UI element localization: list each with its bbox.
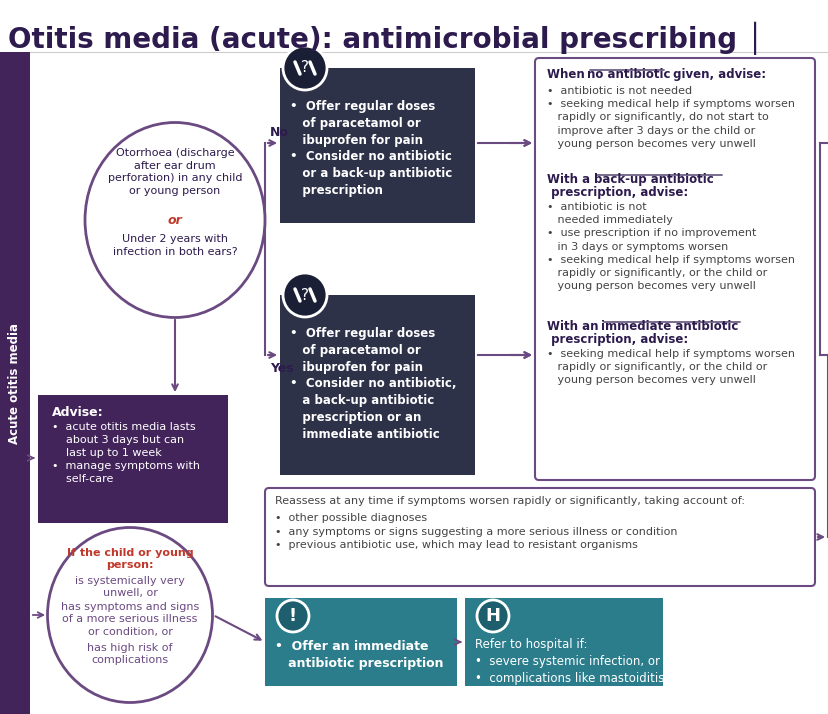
FancyBboxPatch shape: [265, 488, 814, 586]
Text: Yes: Yes: [270, 361, 293, 375]
Text: Advise:: Advise:: [52, 406, 104, 419]
Text: back-up antibiotic: back-up antibiotic: [594, 173, 713, 186]
Bar: [280, 68, 474, 223]
Bar: [465, 598, 662, 686]
Text: immediate antibiotic: immediate antibiotic: [600, 320, 738, 333]
Text: H: H: [485, 607, 500, 625]
Ellipse shape: [47, 528, 212, 703]
Text: Under 2 years with
infection in both ears?: Under 2 years with infection in both ear…: [113, 234, 237, 256]
Text: •  Offer an immediate
   antibiotic prescription: • Offer an immediate antibiotic prescrip…: [275, 640, 443, 670]
Bar: [280, 295, 474, 475]
Text: given, advise:: given, advise:: [668, 68, 765, 81]
Text: When: When: [546, 68, 588, 81]
Text: no antibiotic: no antibiotic: [586, 68, 670, 81]
Text: Otitis media (acute): antimicrobial prescribing │: Otitis media (acute): antimicrobial pres…: [8, 21, 763, 55]
Text: •  Offer regular doses
   of paracetamol or
   ibuprofen for pain
•  Consider no: • Offer regular doses of paracetamol or …: [290, 327, 456, 441]
Bar: [38, 395, 228, 523]
Text: •  seeking medical help if symptoms worsen
   rapidly or significantly, or the c: • seeking medical help if symptoms worse…: [546, 349, 794, 386]
Text: prescription, advise:: prescription, advise:: [546, 186, 687, 199]
Text: ?: ?: [301, 61, 309, 76]
Text: Reassess at any time if symptoms worsen rapidly or significantly, taking account: Reassess at any time if symptoms worsen …: [275, 496, 744, 506]
Text: •  Offer regular doses
   of paracetamol or
   ibuprofen for pain
•  Consider no: • Offer regular doses of paracetamol or …: [290, 100, 452, 197]
Text: •  antibiotic is not needed
•  seeking medical help if symptoms worsen
   rapidl: • antibiotic is not needed • seeking med…: [546, 86, 794, 149]
Bar: [0, 52, 30, 714]
Circle shape: [476, 600, 508, 632]
Text: •  antibiotic is not
   needed immediately
•  use prescription if no improvement: • antibiotic is not needed immediately •…: [546, 202, 794, 291]
Text: •  other possible diagnoses
•  any symptoms or signs suggesting a more serious i: • other possible diagnoses • any symptom…: [275, 513, 676, 550]
Text: is systemically very
unwell, or: is systemically very unwell, or: [75, 576, 185, 598]
Text: has high risk of
complications: has high risk of complications: [87, 643, 172, 665]
Text: Refer to hospital if:
•  severe systemic infection, or
•  complications like mas: Refer to hospital if: • severe systemic …: [474, 638, 663, 685]
Circle shape: [282, 46, 326, 90]
Text: With an: With an: [546, 320, 602, 333]
Text: •  acute otitis media lasts
    about 3 days but can
    last up to 1 week
•  ma: • acute otitis media lasts about 3 days …: [52, 422, 200, 484]
Text: ?: ?: [301, 288, 309, 303]
Bar: [265, 598, 456, 686]
Text: With a: With a: [546, 173, 594, 186]
Circle shape: [277, 600, 309, 632]
Text: No: No: [270, 126, 288, 139]
Text: !: !: [289, 607, 296, 625]
Text: prescription, advise:: prescription, advise:: [546, 333, 687, 346]
Text: Acute otitis media: Acute otitis media: [8, 323, 22, 443]
FancyBboxPatch shape: [534, 58, 814, 480]
Text: or: or: [167, 213, 182, 226]
Ellipse shape: [85, 123, 265, 318]
Text: has symptoms and signs
of a more serious illness
or condition, or: has symptoms and signs of a more serious…: [60, 602, 199, 637]
Text: If the child or young
person:: If the child or young person:: [66, 548, 193, 570]
Text: Otorrhoea (discharge
after ear drum
perforation) in any child
or young person: Otorrhoea (discharge after ear drum perf…: [108, 148, 242, 196]
Circle shape: [282, 273, 326, 317]
